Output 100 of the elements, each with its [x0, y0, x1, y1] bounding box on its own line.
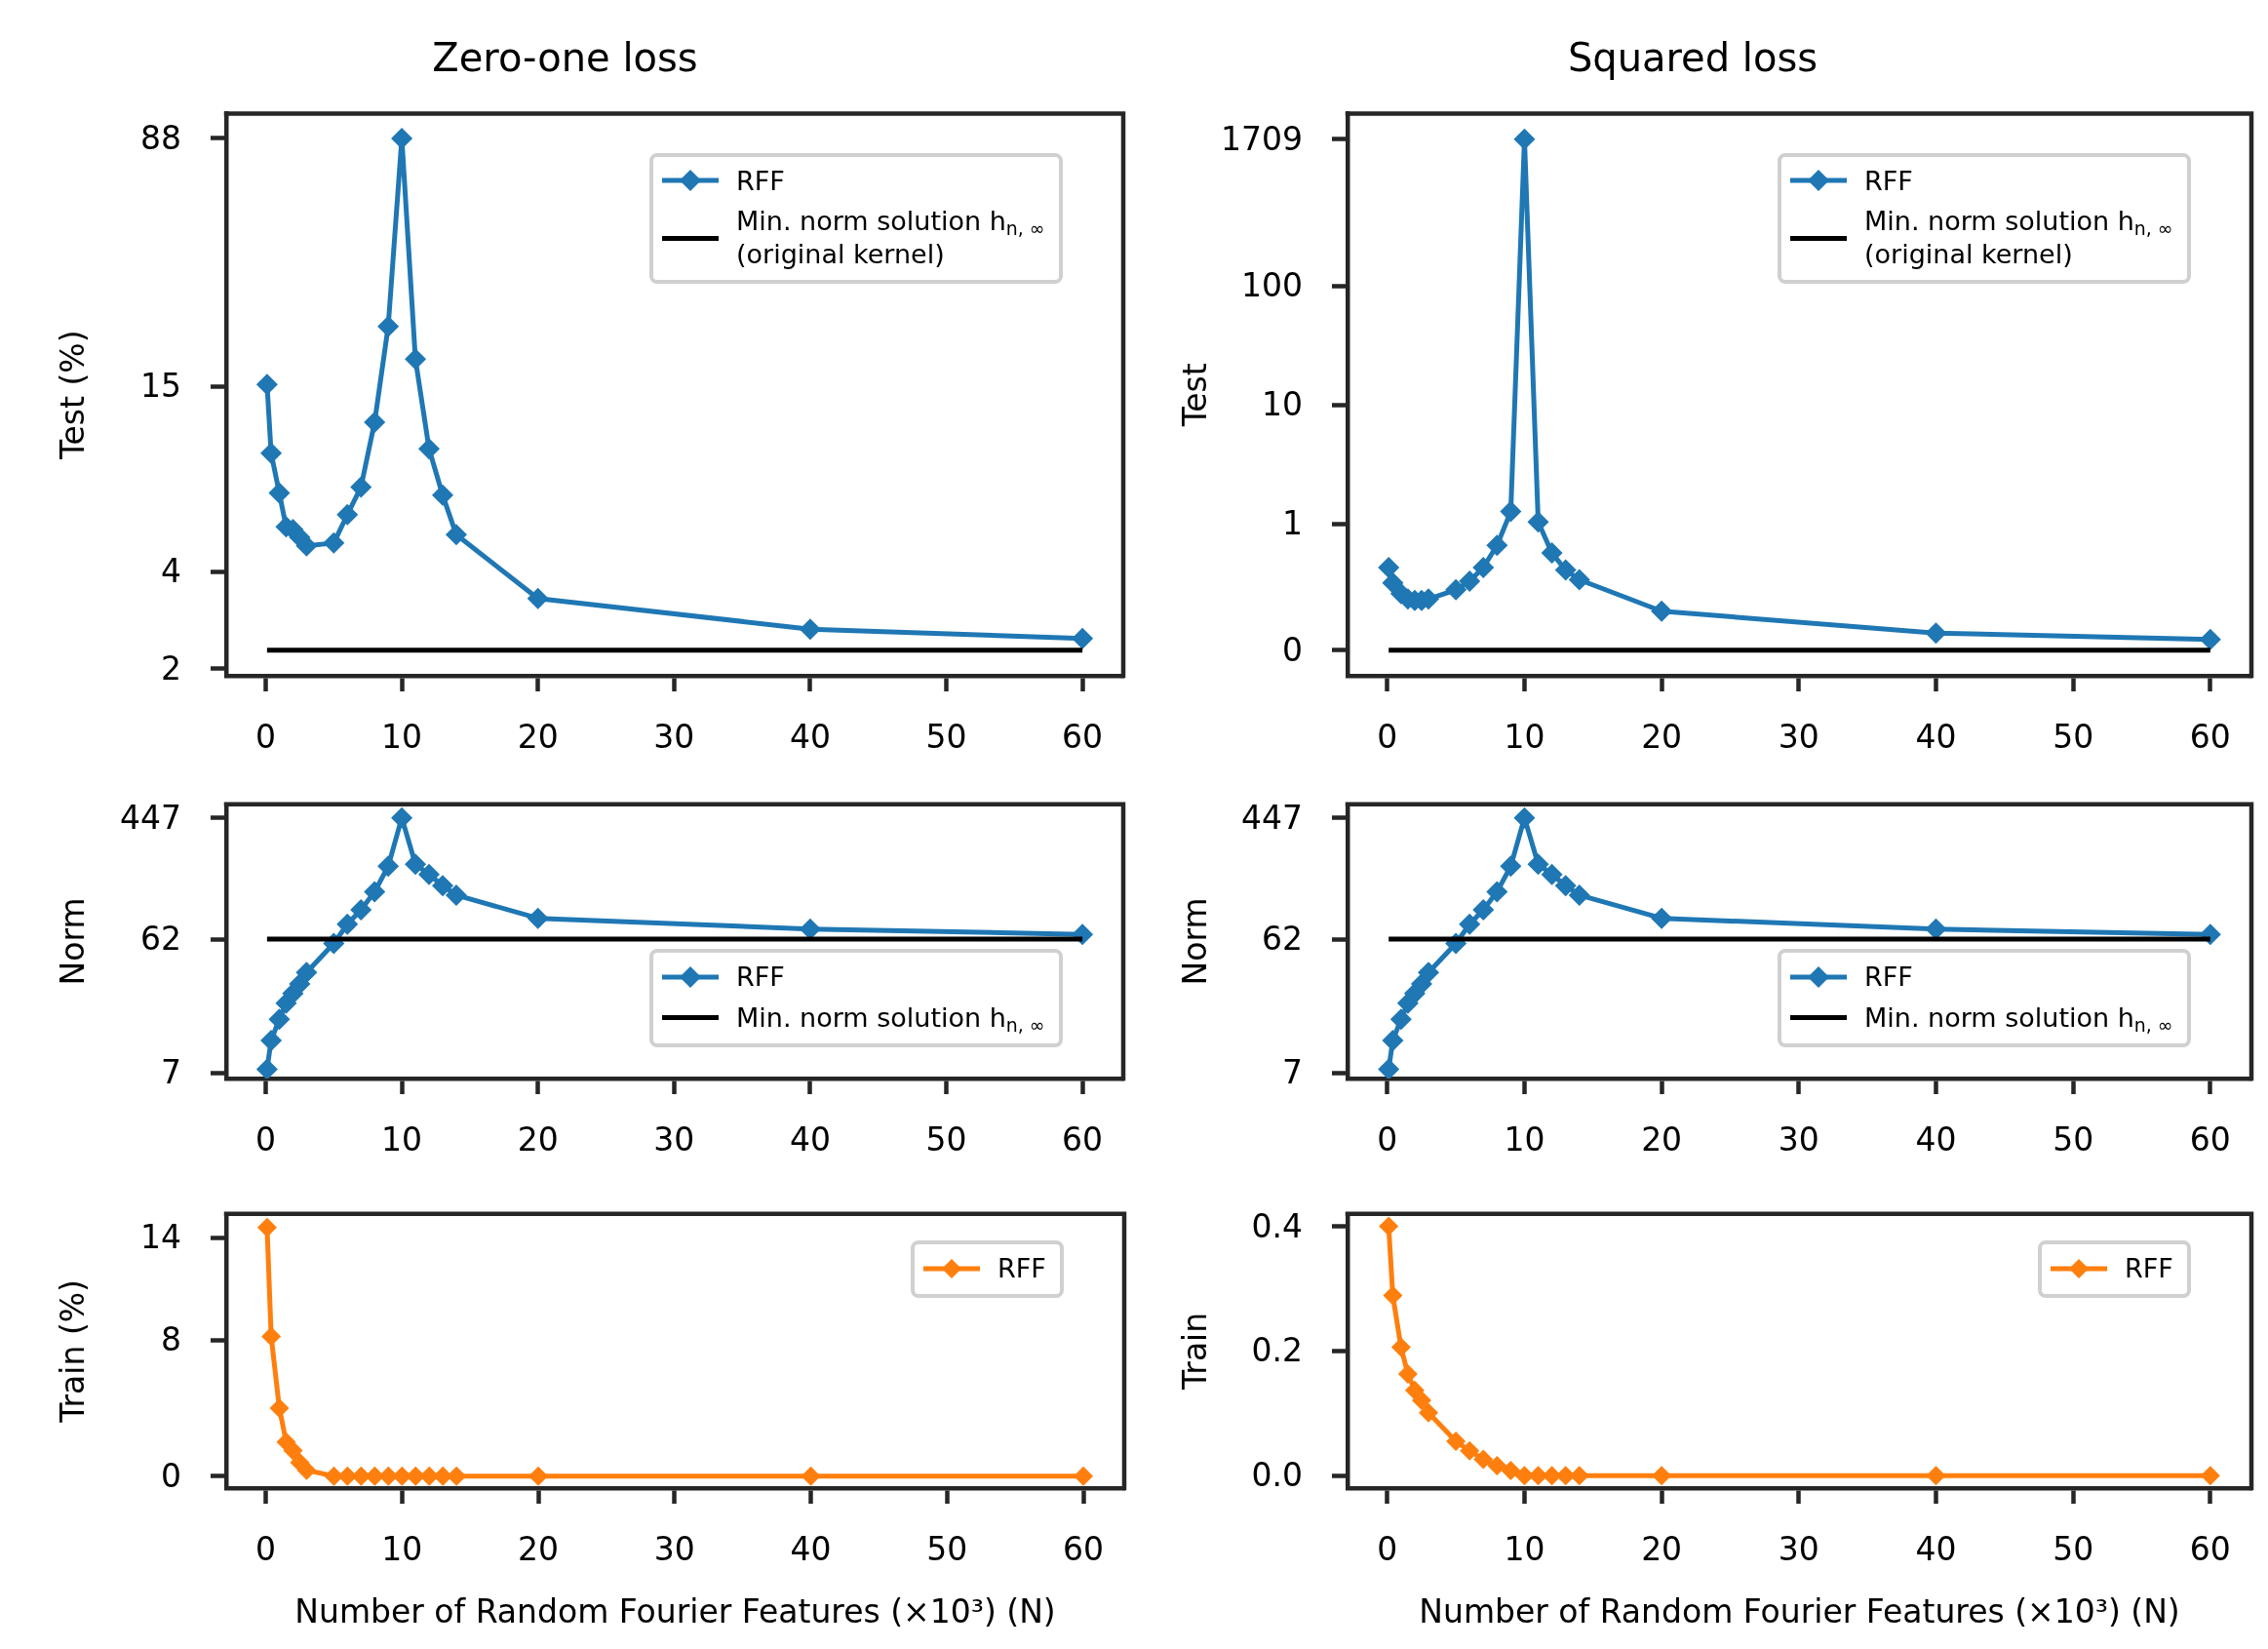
x-tick-label: 20 — [517, 718, 559, 757]
point — [445, 524, 467, 546]
point — [377, 855, 400, 878]
point — [296, 1460, 317, 1480]
point — [1411, 1390, 1431, 1410]
point — [1390, 1337, 1411, 1357]
x-tick-label: 30 — [1778, 1530, 1819, 1569]
text: Min. norm solution h$_{n, ∞}$ (original kernel) — [1864, 206, 2173, 269]
x-tick-label: 20 — [518, 1530, 560, 1569]
y-tick-label: 0.0 — [1251, 1456, 1303, 1495]
point — [350, 476, 372, 498]
point — [1459, 913, 1481, 935]
x-tick-label: 20 — [517, 1120, 559, 1159]
point — [431, 875, 453, 897]
legend-label: RFF — [1864, 164, 1913, 198]
y-tick-label: 14 — [140, 1218, 181, 1257]
point — [2199, 628, 2221, 650]
y-tick-label: 1709 — [1221, 119, 1303, 158]
point — [1926, 1466, 1946, 1486]
y-tick-label: 100 — [1241, 266, 1303, 305]
x-tick-label: 0 — [1377, 718, 1398, 757]
y-tick-label: 88 — [140, 118, 181, 157]
point — [1651, 907, 1673, 929]
point — [1513, 128, 1536, 150]
y-axis-title: Test (%) — [53, 330, 92, 461]
point — [405, 348, 427, 371]
point — [255, 1058, 278, 1079]
x-tick-label: 60 — [1062, 1120, 1104, 1159]
x-tick-label: 60 — [1063, 1530, 1105, 1569]
x-tick-label: 0 — [1377, 1120, 1398, 1159]
x-tick-label: 40 — [1915, 1120, 1957, 1159]
point — [1378, 557, 1400, 579]
x-tick-label: 10 — [381, 1120, 423, 1159]
point — [260, 1029, 283, 1051]
y-tick-label: 7 — [161, 1053, 181, 1092]
legend-label: RFF — [997, 1251, 1046, 1285]
x-tick-label: 20 — [1641, 1530, 1683, 1569]
point — [268, 482, 291, 504]
x-tick-label: 50 — [926, 1530, 968, 1569]
point — [1418, 1402, 1438, 1423]
x-tick-label: 30 — [653, 1120, 695, 1159]
y-tick-label: 15 — [140, 367, 181, 406]
x-axis-title: Number of Random Fourier Features (×10³) (N) — [294, 1591, 1056, 1630]
point — [445, 883, 467, 906]
y-axis-title: Test — [1175, 363, 1214, 428]
text: Min. norm solution h$_{n, ∞}$ (original kernel) — [736, 206, 1045, 269]
x-tick-label: 40 — [1915, 1530, 1957, 1569]
point — [1472, 898, 1495, 921]
y-tick-label: 62 — [1262, 920, 1303, 959]
point — [1072, 627, 1094, 649]
point — [350, 898, 372, 921]
x-tick-label: 30 — [1778, 1120, 1819, 1159]
point — [260, 442, 283, 464]
point — [295, 962, 318, 984]
y-axis-title: Train (%) — [53, 1279, 92, 1424]
y-tick-label: 4 — [161, 552, 181, 591]
point — [256, 1217, 277, 1237]
point — [1925, 918, 1947, 940]
point — [527, 907, 549, 929]
point — [1382, 1029, 1404, 1051]
point — [1446, 1432, 1466, 1452]
point — [268, 1008, 291, 1031]
x-tick-label: 30 — [1778, 718, 1819, 757]
point — [1379, 1216, 1399, 1237]
point — [1486, 881, 1508, 903]
x-tick-label: 10 — [1504, 1120, 1545, 1159]
legend-label: Min. norm solution h$_{n, ∞}$ — [1864, 1001, 2173, 1036]
y-tick-label: 1 — [1282, 504, 1303, 543]
point — [1500, 500, 1522, 523]
point — [799, 918, 821, 940]
point — [1541, 863, 1563, 885]
point — [1652, 1466, 1672, 1486]
legend-label: RFF — [2125, 1251, 2173, 1285]
point — [1925, 622, 1947, 645]
x-tick-label: 40 — [790, 1530, 832, 1569]
point — [1487, 1455, 1507, 1475]
point — [295, 534, 318, 557]
x-tick-label: 50 — [2053, 718, 2094, 757]
y-tick-label: 62 — [140, 920, 181, 959]
point — [1473, 1449, 1494, 1470]
x-tick-label: 40 — [789, 718, 831, 757]
point — [2200, 1466, 2220, 1486]
y-tick-label: 0 — [161, 1456, 181, 1495]
x-tick-label: 0 — [254, 718, 276, 757]
x-tick-label: 30 — [653, 1530, 695, 1569]
point — [1389, 1008, 1412, 1031]
x-tick-label: 60 — [2189, 1120, 2231, 1159]
x-tick-label: 10 — [381, 718, 423, 757]
point — [336, 503, 359, 526]
x-tick-label: 10 — [381, 1530, 423, 1569]
point — [336, 913, 359, 935]
point — [447, 1466, 467, 1486]
point — [405, 853, 427, 876]
y-tick-label: 8 — [161, 1320, 181, 1359]
x-tick-label: 0 — [254, 1120, 276, 1159]
point — [1568, 883, 1590, 906]
x-tick-label: 0 — [1377, 1530, 1398, 1569]
y-tick-label: 0.4 — [1251, 1206, 1303, 1245]
x-tick-label: 10 — [1504, 718, 1545, 757]
x-tick-label: 50 — [2053, 1530, 2094, 1569]
